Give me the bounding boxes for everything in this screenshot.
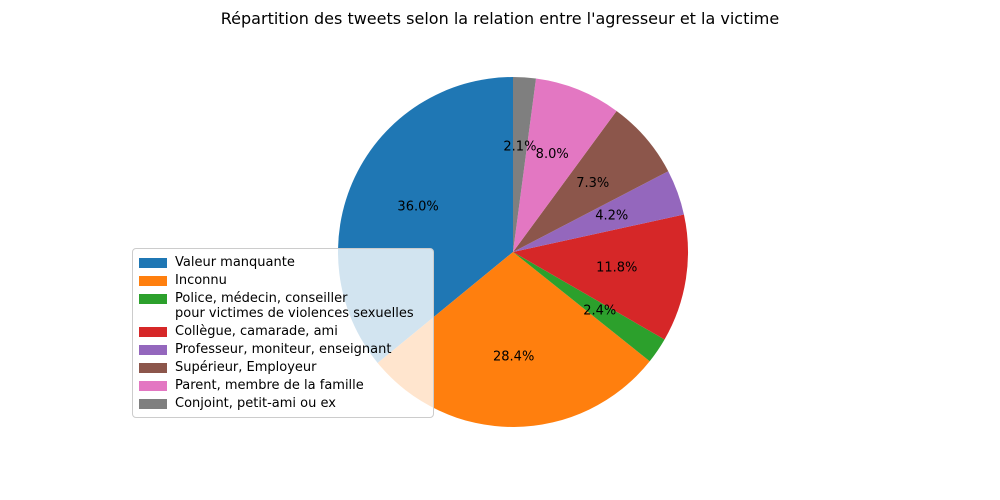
pie-slice xyxy=(377,252,650,427)
legend-label: Conjoint, petit-ami ou ex xyxy=(175,396,336,411)
pie-slice xyxy=(513,78,617,253)
pie-slice xyxy=(513,110,669,252)
legend-item: Conjoint, petit-ami ou ex xyxy=(139,396,427,411)
percent-label: 36.0% xyxy=(397,200,438,215)
legend-item: Parent, membre de la famille xyxy=(139,378,427,393)
legend-item: Police, médecin, conseiller pour victime… xyxy=(139,291,427,321)
legend-item: Supérieur, Employeur xyxy=(139,360,427,375)
legend-label: Professeur, moniteur, enseignant xyxy=(175,342,392,357)
percent-label: 11.8% xyxy=(596,261,637,276)
percent-label: 8.0% xyxy=(536,147,569,162)
legend-swatch xyxy=(139,294,167,304)
legend-label: Parent, membre de la famille xyxy=(175,378,364,393)
legend-swatch xyxy=(139,381,167,391)
legend-label: Supérieur, Employeur xyxy=(175,360,317,375)
percent-labels: 36.0% 28.4% 2.4% 11.8% 4.2% 7.3% 8.0%2.1% xyxy=(397,140,637,365)
pie-slice xyxy=(513,252,665,362)
pie-slice xyxy=(513,214,688,340)
pie-slice xyxy=(513,171,684,252)
legend-swatch xyxy=(139,345,167,355)
percent-label: 2.4% xyxy=(583,304,616,319)
percent-label: 7.3% xyxy=(576,176,609,191)
legend-item: Collègue, camarade, ami xyxy=(139,324,427,339)
legend-label: Valeur manquante xyxy=(175,255,295,270)
legend-swatch xyxy=(139,276,167,286)
legend-swatch xyxy=(139,327,167,337)
legend-swatch xyxy=(139,399,167,409)
pie-slice xyxy=(513,77,536,252)
pie-slices xyxy=(338,77,688,427)
chart-title: Répartition des tweets selon la relation… xyxy=(221,9,779,28)
legend-item: Inconnu xyxy=(139,273,427,288)
legend-swatch xyxy=(139,258,167,268)
legend-swatch xyxy=(139,363,167,373)
legend-label: Collègue, camarade, ami xyxy=(175,324,338,339)
legend-item: Valeur manquante xyxy=(139,255,427,270)
legend-label: Police, médecin, conseiller pour victime… xyxy=(175,291,414,321)
legend-label: Inconnu xyxy=(175,273,227,288)
legend: Valeur manquante Inconnu Police, médecin, … xyxy=(132,248,434,418)
percent-label: 4.2% xyxy=(595,209,628,224)
percent-label: 28.4% xyxy=(493,350,534,365)
percent-label: 2.1% xyxy=(503,140,536,155)
legend-item: Professeur, moniteur, enseignant xyxy=(139,342,427,357)
